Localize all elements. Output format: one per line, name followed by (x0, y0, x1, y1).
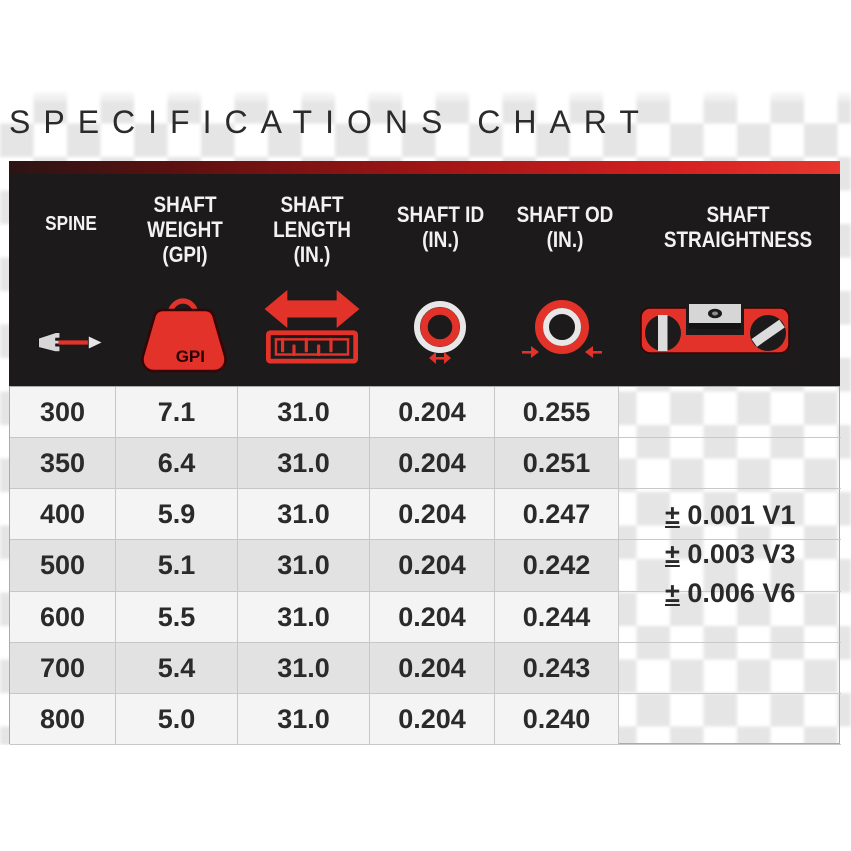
svg-text:GPI: GPI (176, 347, 205, 366)
